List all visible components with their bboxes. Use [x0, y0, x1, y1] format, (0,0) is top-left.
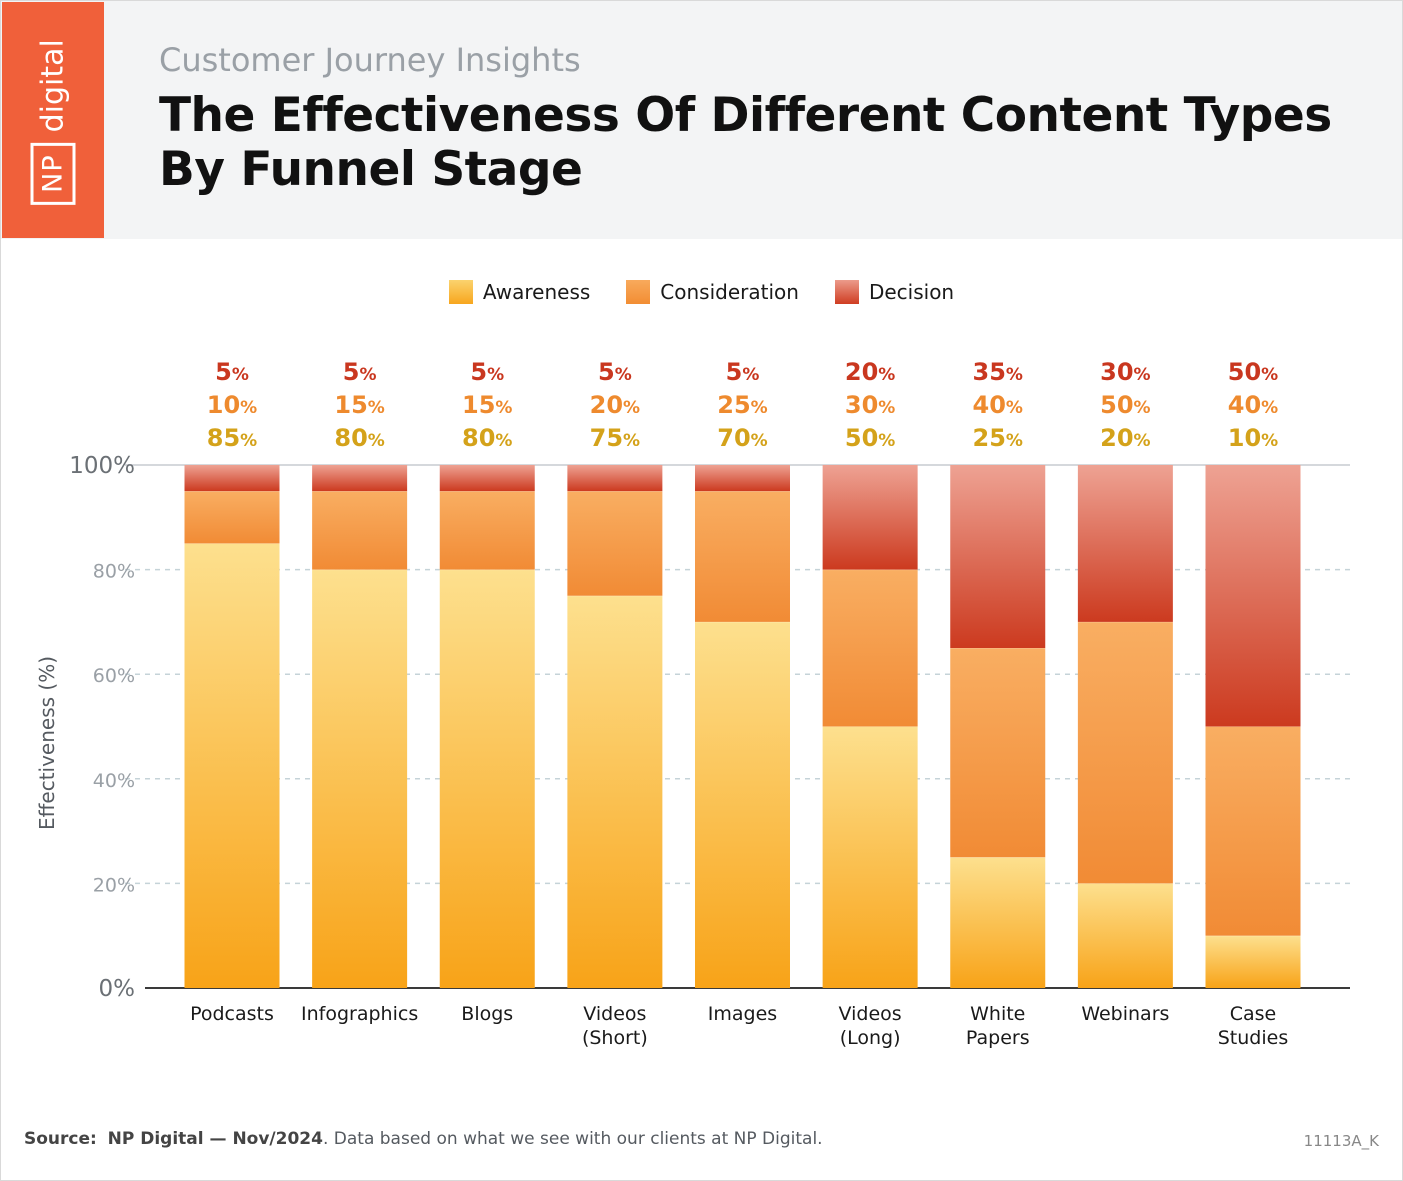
- legend-label-consideration: Consideration: [660, 280, 799, 304]
- bar-videos-long-decision: [822, 465, 918, 570]
- value-label-white-papers-consideration: 40%: [973, 391, 1023, 419]
- logo-np-box: NP: [30, 142, 76, 205]
- x-tick-label-blogs: Blogs: [461, 1003, 513, 1025]
- bar-videos-short-decision: [567, 465, 663, 492]
- legend-item-decision: Decision: [834, 280, 955, 304]
- y-tick-label-40: 40%: [93, 770, 135, 792]
- source-note-text: . Data based on what we see with our cli…: [322, 1129, 823, 1149]
- legend-item-consideration: Consideration: [626, 280, 799, 304]
- source-note: Source: NP Digital — Nov/2024. Data base…: [24, 1129, 823, 1149]
- bar-webinars-consideration: [1077, 621, 1173, 884]
- value-label-videos-long-decision: 20%: [845, 358, 895, 386]
- value-label-blogs-awareness: 80%: [462, 424, 512, 452]
- bars-layer: [184, 465, 1301, 988]
- np-digital-logo: NP digital: [2, 2, 104, 238]
- bar-webinars-decision: [1077, 465, 1173, 622]
- legend-label-decision: Decision: [868, 280, 955, 304]
- y-tick-label-80: 80%: [93, 561, 135, 583]
- value-label-podcasts-decision: 5%: [215, 358, 249, 386]
- value-label-case-studies-awareness: 10%: [1228, 424, 1278, 452]
- bar-white-papers-consideration: [950, 648, 1046, 858]
- value-label-blogs-consideration: 15%: [462, 391, 512, 419]
- bar-videos-short-consideration: [567, 491, 663, 596]
- value-label-webinars-consideration: 50%: [1100, 391, 1150, 419]
- bar-podcasts-consideration: [184, 491, 280, 544]
- bar-white-papers-awareness: [950, 857, 1046, 988]
- legend-swatch-decision: [834, 280, 859, 304]
- bar-case-studies-consideration: [1205, 726, 1301, 936]
- source-label: Source:: [24, 1129, 97, 1149]
- legend: Awareness Consideration Decision: [0, 280, 1403, 304]
- labels-layer: 5% 10% 85% Podcasts 5% 15% 80% Infographics 5% 15…: [190, 358, 1288, 1049]
- x-tick-label-images: Images: [708, 1003, 777, 1025]
- value-label-infographics-decision: 5%: [343, 358, 377, 386]
- value-label-white-papers-awareness: 25%: [973, 424, 1023, 452]
- value-label-videos-short-awareness: 75%: [590, 424, 640, 452]
- y-tick-label-100: 100%: [69, 453, 135, 479]
- x-tick-label-white-papers: White Papers: [966, 1003, 1030, 1049]
- bar-blogs-consideration: [439, 491, 535, 570]
- subtitle: Customer Journey Insights: [159, 41, 581, 79]
- value-label-white-papers-decision: 35%: [973, 358, 1023, 386]
- bar-podcasts-decision: [184, 465, 280, 492]
- legend-item-awareness: Awareness: [448, 280, 591, 304]
- x-tick-label-infographics: Infographics: [301, 1003, 418, 1025]
- legend-swatch-awareness: [448, 280, 473, 304]
- bar-webinars-awareness: [1077, 883, 1173, 988]
- bar-images-decision: [695, 465, 790, 492]
- source-name: NP Digital — Nov/2024: [107, 1129, 323, 1149]
- bar-case-studies-awareness: [1205, 935, 1301, 988]
- x-tick-label-videos-short: Videos (Short): [582, 1003, 648, 1049]
- bar-case-studies-decision: [1205, 465, 1301, 727]
- value-label-videos-long-consideration: 30%: [845, 391, 895, 419]
- bar-images-awareness: [695, 621, 790, 988]
- bar-videos-short-awareness: [567, 595, 663, 988]
- y-tick-label-20: 20%: [93, 874, 135, 896]
- logo-digital-text: digital: [35, 39, 70, 133]
- value-label-case-studies-consideration: 40%: [1228, 391, 1278, 419]
- x-tick-label-podcasts: Podcasts: [190, 1003, 274, 1025]
- legend-swatch-consideration: [626, 280, 651, 304]
- x-tick-label-webinars: Webinars: [1081, 1003, 1169, 1025]
- y-tick-label-0: 0%: [99, 976, 136, 1002]
- stacked-bar-chart: 0% 20% 40% 60% 80% 100% 5% 10% 85% Podcasts 5% 15%…: [35, 358, 1350, 1049]
- y-axis-label: Effectiveness (%): [35, 656, 59, 830]
- value-label-images-consideration: 25%: [717, 391, 767, 419]
- x-tick-label-case-studies: Case Studies: [1218, 1003, 1288, 1049]
- value-label-blogs-decision: 5%: [470, 358, 504, 386]
- bar-blogs-decision: [439, 465, 535, 492]
- value-label-infographics-consideration: 15%: [334, 391, 384, 419]
- value-label-podcasts-consideration: 10%: [207, 391, 257, 419]
- value-label-podcasts-awareness: 85%: [207, 424, 257, 452]
- y-tick-label-60: 60%: [93, 665, 135, 687]
- bar-videos-long-consideration: [822, 569, 918, 727]
- chart-title: The Effectiveness Of Different Content T…: [159, 88, 1332, 197]
- legend-label-awareness: Awareness: [482, 280, 591, 304]
- header: Customer Journey Insights The Effectiven…: [1, 1, 1402, 239]
- value-label-case-studies-decision: 50%: [1228, 358, 1278, 386]
- value-label-webinars-awareness: 20%: [1100, 424, 1150, 452]
- value-label-infographics-awareness: 80%: [334, 424, 384, 452]
- value-label-videos-short-consideration: 20%: [590, 391, 640, 419]
- x-tick-label-videos-long: Videos (Long): [839, 1003, 902, 1049]
- value-label-webinars-decision: 30%: [1100, 358, 1150, 386]
- bar-blogs-awareness: [439, 569, 535, 988]
- bar-white-papers-decision: [950, 465, 1046, 649]
- bar-infographics-consideration: [312, 491, 408, 570]
- value-label-videos-short-decision: 5%: [598, 358, 632, 386]
- value-label-images-awareness: 70%: [717, 424, 767, 452]
- chart-code: 11113A_K: [1303, 1132, 1379, 1150]
- value-label-videos-long-awareness: 50%: [845, 424, 895, 452]
- value-label-images-decision: 5%: [726, 358, 760, 386]
- bar-podcasts-awareness: [184, 543, 280, 988]
- bar-infographics-awareness: [312, 569, 408, 988]
- bar-infographics-decision: [312, 465, 408, 492]
- bar-videos-long-awareness: [822, 726, 918, 988]
- bar-images-consideration: [695, 491, 790, 622]
